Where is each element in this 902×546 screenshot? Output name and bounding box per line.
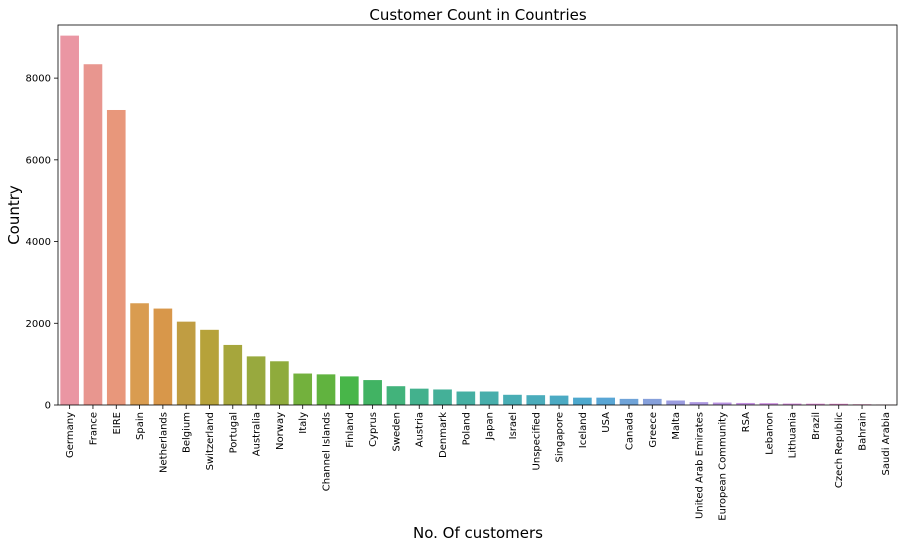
y-axis-label: Country bbox=[5, 185, 23, 245]
x-tick-label: RSA bbox=[741, 412, 752, 432]
bar-netherlands bbox=[153, 308, 173, 405]
x-tick-label: Greece bbox=[648, 412, 659, 448]
bar-united-arab-emirates bbox=[689, 402, 709, 405]
x-tick-label: Japan bbox=[485, 412, 496, 441]
bar-european-community bbox=[712, 402, 732, 405]
bar-germany bbox=[60, 35, 79, 405]
bar-denmark bbox=[433, 389, 452, 405]
bar-greece bbox=[642, 398, 662, 405]
bar-japan bbox=[479, 391, 499, 405]
x-tick-label: Lithuania bbox=[788, 412, 799, 458]
bar-channel-islands bbox=[316, 374, 336, 405]
x-tick-label: Portugal bbox=[228, 412, 239, 453]
x-tick-label: Iceland bbox=[578, 412, 589, 448]
bar-rsa bbox=[736, 402, 755, 405]
x-tick-label: United Arab Emirates bbox=[694, 412, 705, 519]
x-tick-label: Lebanon bbox=[764, 412, 775, 455]
x-tick-label: Canada bbox=[624, 412, 635, 450]
x-tick-label: Poland bbox=[461, 412, 472, 445]
x-tick-label: Unspecified bbox=[531, 412, 542, 470]
x-tick-label: Singapore bbox=[555, 412, 566, 462]
x-tick-label: Channel Islands bbox=[322, 412, 333, 491]
x-tick-label: Austria bbox=[415, 412, 426, 447]
bar-iceland bbox=[573, 397, 592, 405]
y-tick-label: 2000 bbox=[26, 319, 51, 330]
x-tick-label: Belgium bbox=[182, 412, 193, 453]
bar-singapore bbox=[549, 395, 569, 405]
x-tick-label: Italy bbox=[298, 412, 309, 434]
x-tick-label: Finland bbox=[345, 412, 356, 448]
x-tick-label: Switzerland bbox=[205, 412, 216, 470]
x-tick-label: Denmark bbox=[438, 412, 449, 458]
x-tick-label: Norway bbox=[275, 412, 286, 450]
bar-lithuania bbox=[782, 403, 802, 405]
bar-portugal bbox=[223, 344, 243, 405]
bar-unspecified bbox=[526, 395, 546, 405]
x-tick-label: Spain bbox=[135, 412, 146, 440]
bar-france bbox=[83, 64, 103, 406]
x-tick-label: USA bbox=[601, 412, 612, 433]
bar-australia bbox=[246, 356, 266, 405]
bar-brazil bbox=[806, 403, 825, 405]
x-tick-label: Australia bbox=[252, 412, 263, 456]
chart-title: Customer Count in Countries bbox=[369, 6, 586, 24]
x-tick-label: Czech Republic bbox=[834, 412, 845, 488]
bar-canada bbox=[619, 398, 639, 405]
x-tick-label: European Community bbox=[718, 412, 729, 521]
y-tick-label: 8000 bbox=[26, 74, 51, 85]
y-axis: 0 2000 4000 6000 8000 bbox=[26, 74, 58, 412]
bar-austria bbox=[409, 388, 429, 405]
plot-frame bbox=[57, 24, 898, 406]
x-tick-label: Brazil bbox=[811, 412, 822, 440]
x-axis-label: No. Of customers bbox=[413, 524, 543, 542]
bar-usa bbox=[596, 397, 616, 405]
bar-czech-republic bbox=[829, 403, 849, 405]
bar-cyprus bbox=[363, 380, 382, 405]
x-tick-label: Saudi Arabia bbox=[881, 412, 892, 475]
bar-malta bbox=[666, 400, 685, 405]
bar-switzerland bbox=[200, 329, 219, 405]
y-tick-label: 6000 bbox=[26, 155, 51, 166]
bar-finland bbox=[339, 376, 359, 405]
x-tick-label: Sweden bbox=[391, 412, 402, 452]
bars-group bbox=[60, 35, 895, 406]
bar-italy bbox=[293, 373, 313, 405]
x-tick-label: EIRE bbox=[112, 412, 123, 435]
bar-israel bbox=[503, 394, 522, 405]
x-tick-label: France bbox=[88, 412, 99, 445]
x-tick-label: Israel bbox=[508, 412, 519, 439]
x-tick-label: Bahrain bbox=[858, 412, 869, 451]
x-axis: Germany France EIRE Spain Netherlands Belgium… bbox=[65, 405, 892, 521]
x-tick-label: Germany bbox=[65, 412, 76, 458]
bar-belgium bbox=[176, 321, 196, 405]
y-tick-label: 0 bbox=[45, 401, 51, 412]
bar-lebanon bbox=[759, 403, 779, 405]
bar-norway bbox=[270, 361, 289, 405]
x-tick-label: Cyprus bbox=[368, 412, 379, 447]
bar-spain bbox=[130, 303, 149, 405]
x-tick-label: Malta bbox=[671, 412, 682, 440]
y-tick-label: 4000 bbox=[26, 237, 51, 248]
bar-sweden bbox=[386, 386, 406, 405]
bar-eire bbox=[106, 109, 126, 405]
x-tick-label: Netherlands bbox=[158, 412, 169, 473]
bar-poland bbox=[456, 391, 476, 405]
